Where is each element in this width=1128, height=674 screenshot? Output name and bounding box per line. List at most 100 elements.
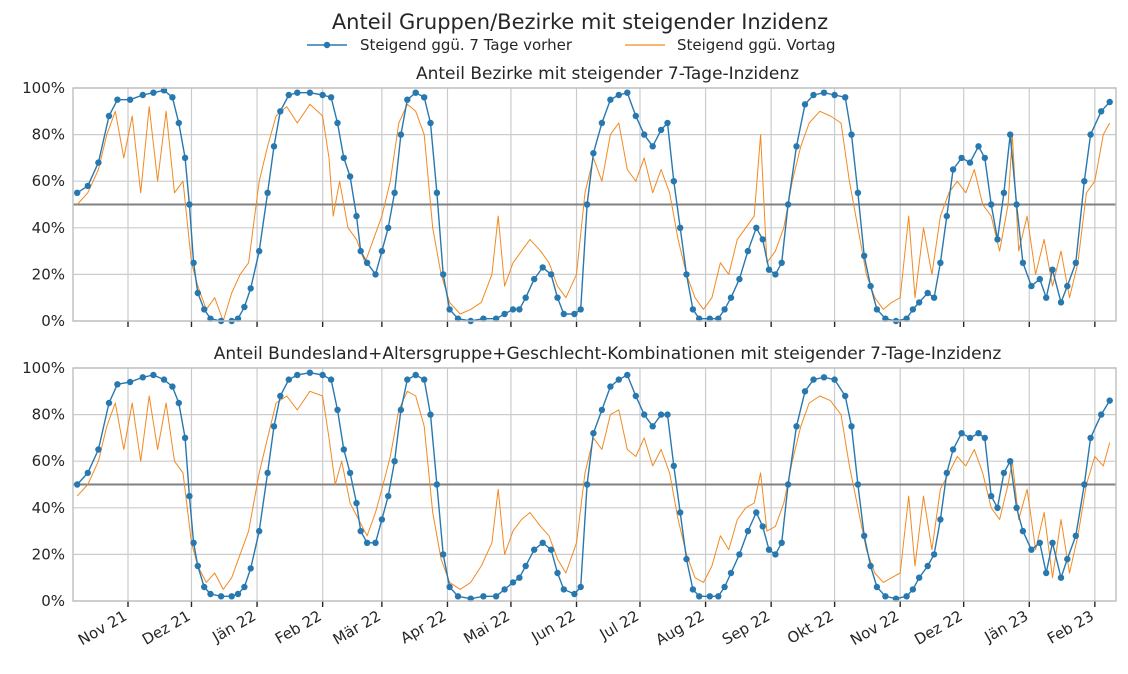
data-point (1081, 481, 1088, 488)
data-point (793, 423, 800, 430)
data-point (909, 586, 917, 593)
data-point (440, 551, 447, 558)
data-point (74, 189, 81, 196)
data-point (981, 154, 988, 162)
data-point (175, 119, 182, 127)
data-point (150, 89, 157, 96)
data-point (641, 411, 648, 418)
data-point (270, 423, 278, 430)
data-point (649, 423, 656, 430)
data-point (598, 406, 606, 414)
data-point (126, 96, 134, 103)
data-point (753, 224, 760, 231)
data-point (657, 411, 665, 418)
data-point (1043, 294, 1050, 301)
data-point (186, 492, 193, 500)
data-point (427, 119, 434, 127)
data-point (256, 247, 263, 255)
legend: Steigend ggü. 7 Tage vorher Steigend ggü… (307, 36, 835, 54)
data-point (820, 374, 828, 381)
data-point (277, 108, 284, 115)
data-point (632, 112, 639, 120)
data-point (924, 289, 931, 297)
data-point (247, 565, 254, 572)
y-tick-label: 20% (32, 265, 65, 283)
data-point (689, 306, 697, 313)
x-tick-label: Aug 22 (653, 607, 708, 649)
data-point (943, 469, 950, 477)
data-point (1000, 189, 1008, 196)
data-point (1106, 397, 1113, 404)
data-point (848, 131, 855, 138)
data-point (114, 96, 121, 103)
data-point (664, 411, 671, 418)
panel-kombinationen: 0% 20% 40% 60% 80% 100% Nov 21 Dez 21 Jän 22 Feb … (22, 344, 1117, 649)
data-point (454, 593, 462, 600)
data-point (421, 376, 428, 383)
data-point (186, 201, 193, 208)
data-point (759, 236, 766, 243)
x-tick-label: Jän 22 (209, 607, 260, 647)
data-point (516, 574, 523, 581)
data-point (169, 94, 176, 101)
data-point (241, 303, 248, 311)
data-point (1049, 539, 1056, 546)
data-point (873, 306, 881, 313)
data-point (446, 306, 453, 313)
data-point (74, 481, 81, 488)
data-point (480, 315, 487, 322)
data-point (270, 143, 278, 150)
data-point (577, 306, 584, 313)
data-point (937, 259, 944, 266)
data-point (831, 91, 838, 99)
data-point (181, 154, 189, 162)
data-point (234, 590, 242, 598)
data-point (831, 376, 838, 383)
data-point (427, 411, 434, 418)
data-point (1087, 434, 1094, 442)
data-point (820, 89, 828, 96)
data-point (861, 252, 868, 259)
data-point (810, 91, 817, 99)
data-point (234, 315, 242, 322)
panel-bezirke: 0% 20% 40% 60% 80% 100% Anteil Bezirke mit ste… (22, 64, 1117, 330)
data-point (916, 299, 923, 306)
data-point (778, 539, 785, 546)
data-point (454, 315, 462, 322)
data-point (706, 315, 713, 322)
data-point (554, 294, 561, 301)
data-point (778, 259, 785, 266)
data-point (867, 282, 874, 290)
data-point (715, 593, 722, 600)
data-point (1057, 299, 1065, 306)
series-line-daily (76, 103, 1111, 322)
data-point (277, 392, 284, 400)
series-line-weekly (76, 372, 1111, 600)
data-point (433, 189, 441, 196)
data-point (765, 546, 773, 553)
data-point (391, 458, 398, 465)
data-point (721, 583, 728, 591)
data-point (353, 499, 360, 507)
data-point (930, 551, 938, 558)
data-point (772, 551, 779, 558)
data-point (873, 583, 881, 591)
data-point (1064, 282, 1071, 290)
data-point (1072, 259, 1080, 266)
x-tick-label: Nov 21 (75, 607, 130, 649)
data-point (372, 539, 379, 546)
data-point (264, 469, 271, 477)
data-point (882, 593, 889, 600)
x-tick-label: Feb 22 (272, 607, 325, 648)
data-point (988, 201, 995, 208)
data-point (1036, 275, 1044, 283)
data-point (256, 527, 263, 535)
data-point (105, 112, 113, 120)
data-point (677, 509, 684, 516)
x-tick-label: Okt 22 (784, 607, 837, 648)
y-tick-label: 0% (41, 592, 65, 610)
data-point (385, 492, 392, 500)
data-point (590, 150, 597, 157)
data-point (228, 593, 235, 600)
data-point (446, 583, 453, 591)
